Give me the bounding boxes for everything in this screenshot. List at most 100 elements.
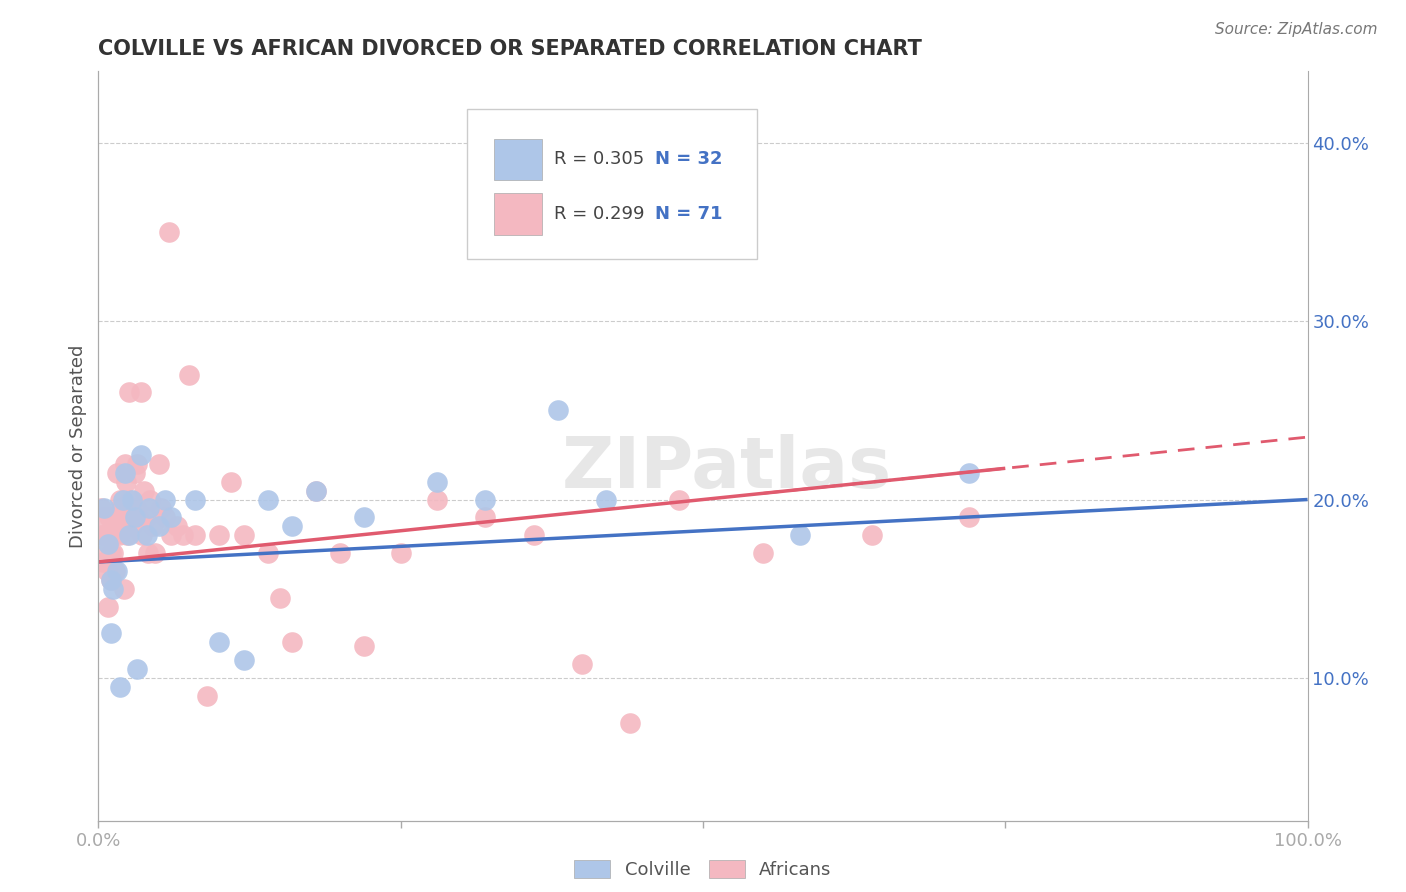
- Point: [135, 528, 157, 542]
- Point: [184, 492, 207, 507]
- Point: [104, 564, 127, 578]
- Point: [101, 546, 124, 560]
- FancyBboxPatch shape: [467, 109, 758, 259]
- Point: [281, 635, 304, 649]
- Point: [184, 528, 207, 542]
- Point: [110, 501, 132, 516]
- Point: [100, 528, 122, 542]
- Point: [125, 501, 148, 516]
- Point: [136, 546, 159, 560]
- Point: [127, 662, 149, 676]
- Point: [90, 501, 112, 516]
- Point: [93, 528, 115, 542]
- Point: [105, 466, 128, 480]
- Point: [305, 483, 328, 498]
- Point: [114, 457, 136, 471]
- Point: [93, 510, 115, 524]
- Point: [221, 475, 243, 489]
- Point: [112, 582, 135, 596]
- Point: [118, 528, 141, 542]
- Point: [523, 528, 546, 542]
- Point: [117, 528, 139, 542]
- Point: [134, 483, 156, 498]
- Point: [752, 546, 775, 560]
- Point: [100, 546, 122, 560]
- Text: N = 32: N = 32: [655, 150, 723, 168]
- Point: [157, 225, 180, 239]
- Point: [595, 492, 617, 507]
- Point: [142, 519, 165, 533]
- Point: [153, 510, 176, 524]
- Point: [107, 510, 129, 524]
- Point: [100, 528, 122, 542]
- Point: [129, 385, 152, 400]
- Legend: Colville, Africans: Colville, Africans: [567, 853, 839, 887]
- Point: [139, 492, 162, 507]
- Point: [131, 528, 153, 542]
- Point: [108, 528, 131, 542]
- Point: [108, 680, 131, 694]
- Point: [111, 492, 134, 507]
- Y-axis label: Divorced or Separated: Divorced or Separated: [69, 344, 87, 548]
- Point: [97, 599, 120, 614]
- FancyBboxPatch shape: [494, 139, 543, 180]
- Point: [547, 403, 569, 417]
- Point: [619, 715, 641, 730]
- Point: [103, 528, 125, 542]
- Point: [127, 457, 149, 471]
- Point: [97, 537, 120, 551]
- Point: [426, 492, 449, 507]
- Point: [957, 510, 980, 524]
- Point: [118, 385, 141, 400]
- Point: [208, 528, 231, 542]
- Point: [426, 475, 449, 489]
- Point: [571, 657, 593, 671]
- Point: [232, 653, 254, 667]
- Point: [114, 466, 136, 480]
- Point: [100, 573, 122, 587]
- Point: [124, 466, 146, 480]
- Point: [148, 519, 170, 533]
- Point: [101, 582, 124, 596]
- Point: [474, 510, 496, 524]
- Point: [353, 510, 375, 524]
- Point: [108, 492, 131, 507]
- Point: [148, 457, 170, 471]
- Point: [208, 635, 231, 649]
- Point: [143, 546, 166, 560]
- Point: [281, 519, 304, 533]
- Point: [269, 591, 291, 605]
- Point: [160, 510, 183, 524]
- Point: [115, 475, 138, 489]
- Point: [100, 626, 122, 640]
- Point: [150, 501, 173, 516]
- Point: [179, 368, 201, 382]
- Point: [91, 555, 114, 569]
- Point: [98, 510, 121, 524]
- Point: [91, 528, 114, 542]
- Point: [232, 528, 254, 542]
- Point: [111, 519, 134, 533]
- Point: [160, 528, 183, 542]
- Point: [329, 546, 352, 560]
- Point: [860, 528, 883, 542]
- Point: [195, 689, 218, 703]
- Point: [138, 501, 160, 516]
- Text: R = 0.305: R = 0.305: [554, 150, 644, 168]
- Point: [305, 483, 328, 498]
- Point: [100, 510, 122, 524]
- Point: [105, 564, 128, 578]
- Point: [124, 510, 146, 524]
- FancyBboxPatch shape: [494, 194, 543, 235]
- Point: [96, 564, 118, 578]
- Point: [957, 466, 980, 480]
- Point: [353, 639, 375, 653]
- Point: [121, 492, 143, 507]
- Point: [121, 519, 143, 533]
- Point: [93, 501, 115, 516]
- Text: N = 71: N = 71: [655, 205, 723, 223]
- Point: [135, 510, 157, 524]
- Point: [94, 546, 117, 560]
- Point: [172, 528, 194, 542]
- Point: [789, 528, 811, 542]
